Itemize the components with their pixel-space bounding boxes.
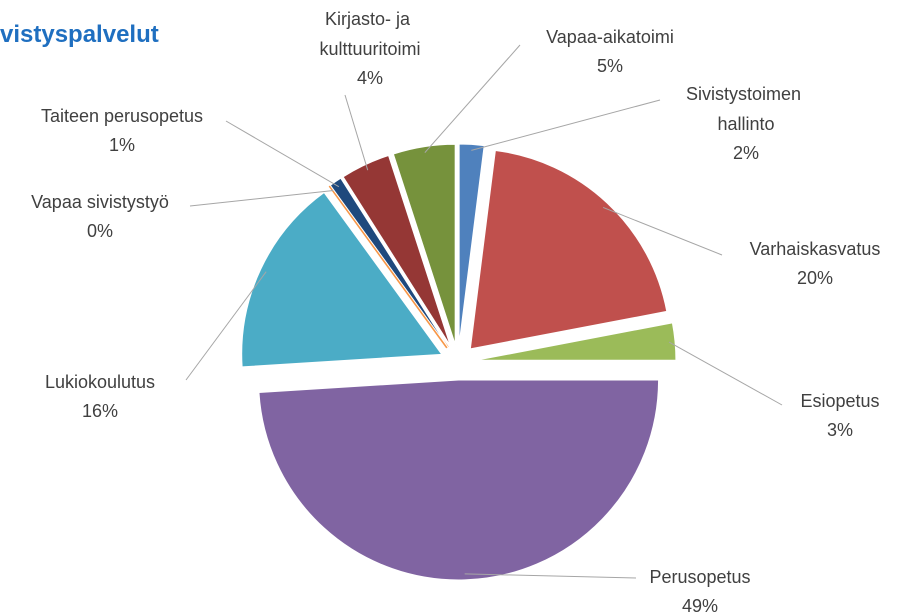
- value-label: 5%: [597, 56, 623, 76]
- leader-line: [464, 573, 637, 579]
- pie-slice: [241, 191, 443, 368]
- leader-line: [424, 44, 521, 153]
- leader-line: [189, 189, 334, 207]
- value-label: 3%: [827, 420, 853, 440]
- category-label: Vapaa-aikatoimi: [546, 27, 674, 47]
- category-label: Lukiokoulutus: [45, 372, 155, 392]
- category-label: Varhaiskasvatus: [750, 239, 881, 259]
- leader-line: [668, 341, 783, 406]
- value-label: 1%: [109, 135, 135, 155]
- pie-slice: [329, 177, 449, 348]
- category-label: Esiopetus: [800, 391, 879, 411]
- chart-title: vistyspalvelut: [0, 21, 159, 48]
- value-label: 0%: [87, 221, 113, 241]
- value-label: 49%: [682, 596, 718, 613]
- leader-line: [471, 99, 661, 151]
- pie-slice: [258, 379, 660, 581]
- value-label: 16%: [82, 401, 118, 421]
- value-label: 4%: [357, 68, 383, 88]
- category-label: Perusopetus: [649, 567, 750, 587]
- category-label: Taiteen perusopetus: [41, 106, 203, 126]
- pie-slice: [328, 184, 449, 349]
- leader-line: [185, 271, 267, 381]
- pie-slice: [458, 143, 485, 345]
- pie-slice: [342, 154, 451, 346]
- category-label: Kirjasto- ja kulttuuritoimi: [319, 9, 420, 59]
- pie-slice: [469, 149, 668, 350]
- value-label: 2%: [733, 143, 759, 163]
- pie-slice: [392, 143, 456, 345]
- leader-line: [344, 94, 369, 171]
- value-label: 20%: [797, 268, 833, 288]
- leader-line: [225, 120, 340, 188]
- leader-line: [602, 206, 723, 256]
- pie-slice: [475, 322, 677, 361]
- category-label: Vapaa sivistystyö: [31, 192, 169, 212]
- category-label: Sivistystoimen hallinto: [686, 84, 806, 134]
